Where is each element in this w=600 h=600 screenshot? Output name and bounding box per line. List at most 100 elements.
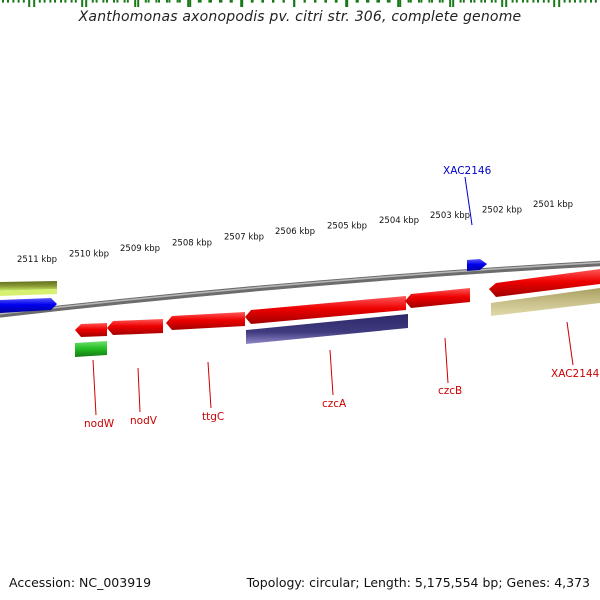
minor-tick <box>547 0 550 3</box>
minor-tick <box>250 0 253 3</box>
major-tick <box>81 0 84 7</box>
scale-label: 2507 kbp <box>224 233 264 243</box>
minor-tick <box>386 0 389 3</box>
gene-czcB <box>405 288 470 308</box>
minor-tick <box>60 0 62 3</box>
minor-tick <box>484 0 486 3</box>
gene-purple-czcA <box>246 314 408 344</box>
minor-tick <box>511 0 514 3</box>
minor-tick <box>522 0 524 3</box>
minor-tick <box>480 0 483 3</box>
major-tick <box>397 0 400 7</box>
minor-tick <box>74 0 77 3</box>
minor-tick <box>220 0 223 3</box>
minor-tick <box>95 0 98 3</box>
minor-tick <box>155 0 158 3</box>
minor-tick <box>199 0 202 3</box>
minor-tick <box>407 0 410 3</box>
minor-tick <box>563 0 566 3</box>
major-tick <box>553 0 556 7</box>
minor-tick <box>116 0 119 3</box>
minor-tick <box>542 0 545 3</box>
minor-tick <box>7 0 9 3</box>
minor-tick <box>158 0 160 3</box>
minor-tick <box>428 0 431 3</box>
minor-tick <box>470 0 472 3</box>
minor-tick <box>166 0 168 3</box>
reverse-strand-genes <box>75 288 600 357</box>
minor-tick <box>409 0 412 3</box>
scale-label: 2508 kbp <box>172 238 212 248</box>
minor-tick <box>388 0 391 3</box>
minor-tick <box>70 0 73 3</box>
major-tick <box>452 0 455 7</box>
minor-tick <box>91 0 94 3</box>
major-tick <box>346 0 349 7</box>
label-nodW: nodW <box>84 418 115 430</box>
leader-czcB <box>444 337 449 384</box>
gene-olive-left <box>0 281 57 291</box>
minor-tick <box>123 0 126 3</box>
minor-tick <box>106 0 108 3</box>
minor-tick <box>22 0 25 3</box>
scale-label: 2503 kbp <box>430 211 470 221</box>
minor-tick <box>526 0 529 3</box>
major-tick <box>137 0 140 7</box>
minor-tick <box>441 0 444 3</box>
minor-tick <box>494 0 497 3</box>
forward-strand-genes <box>0 259 600 313</box>
gene-czcA <box>245 296 406 324</box>
major-tick <box>505 0 508 7</box>
leader-xac2146 <box>464 176 473 226</box>
minor-tick <box>282 0 285 3</box>
minor-tick <box>537 0 539 3</box>
gene-xac2144-forward <box>489 269 600 297</box>
topology-text: Topology: circular; Length: 5,175,554 bp… <box>246 575 590 590</box>
gene-olive-left-shadow <box>0 289 57 296</box>
major-tick <box>399 0 402 7</box>
minor-tick <box>208 0 211 3</box>
minor-tick <box>366 0 368 3</box>
scale-ruler-lower <box>7 0 592 7</box>
minor-tick <box>515 0 518 3</box>
minor-tick <box>219 0 221 3</box>
minor-tick <box>590 0 592 3</box>
minor-tick <box>532 0 535 3</box>
minor-tick <box>64 0 67 3</box>
minor-tick <box>356 0 359 3</box>
label-xac2146: XAC2146 <box>443 165 492 177</box>
minor-tick <box>462 0 465 3</box>
minor-tick <box>147 0 150 3</box>
scale-labels: 2511 kbp 2510 kbp 2509 kbp 2508 kbp 2507 kbp… <box>17 200 573 265</box>
label-nodV: nodV <box>130 415 158 427</box>
scale-label: 2505 kbp <box>327 222 367 232</box>
gene-nodW <box>75 323 107 337</box>
minor-tick <box>459 0 462 3</box>
minor-tick <box>144 0 147 3</box>
leader-ttgC <box>207 361 212 409</box>
minor-tick <box>490 0 493 3</box>
minor-tick <box>378 0 380 3</box>
minor-tick <box>49 0 52 3</box>
minor-tick <box>197 0 200 3</box>
gene-blue-left <box>0 298 57 313</box>
major-tick <box>85 0 88 7</box>
minor-tick <box>12 0 15 3</box>
label-czcB: czcB <box>438 385 462 397</box>
scale-label: 2506 kbp <box>275 227 315 237</box>
minor-tick <box>568 0 571 3</box>
scale-label: 2509 kbp <box>120 244 160 254</box>
minor-tick <box>367 0 370 3</box>
major-tick <box>240 0 243 7</box>
label-xac2144: XAC2144 <box>551 368 600 380</box>
accession-text: Accession: NC_003919 <box>9 575 152 590</box>
minor-tick <box>272 0 274 3</box>
minor-tick <box>438 0 441 3</box>
scale-label: 2504 kbp <box>379 216 419 226</box>
minor-tick <box>594 0 597 3</box>
minor-tick <box>17 0 20 3</box>
gene-ttgC <box>166 312 245 330</box>
minor-tick <box>176 0 179 3</box>
minor-tick <box>178 0 181 3</box>
